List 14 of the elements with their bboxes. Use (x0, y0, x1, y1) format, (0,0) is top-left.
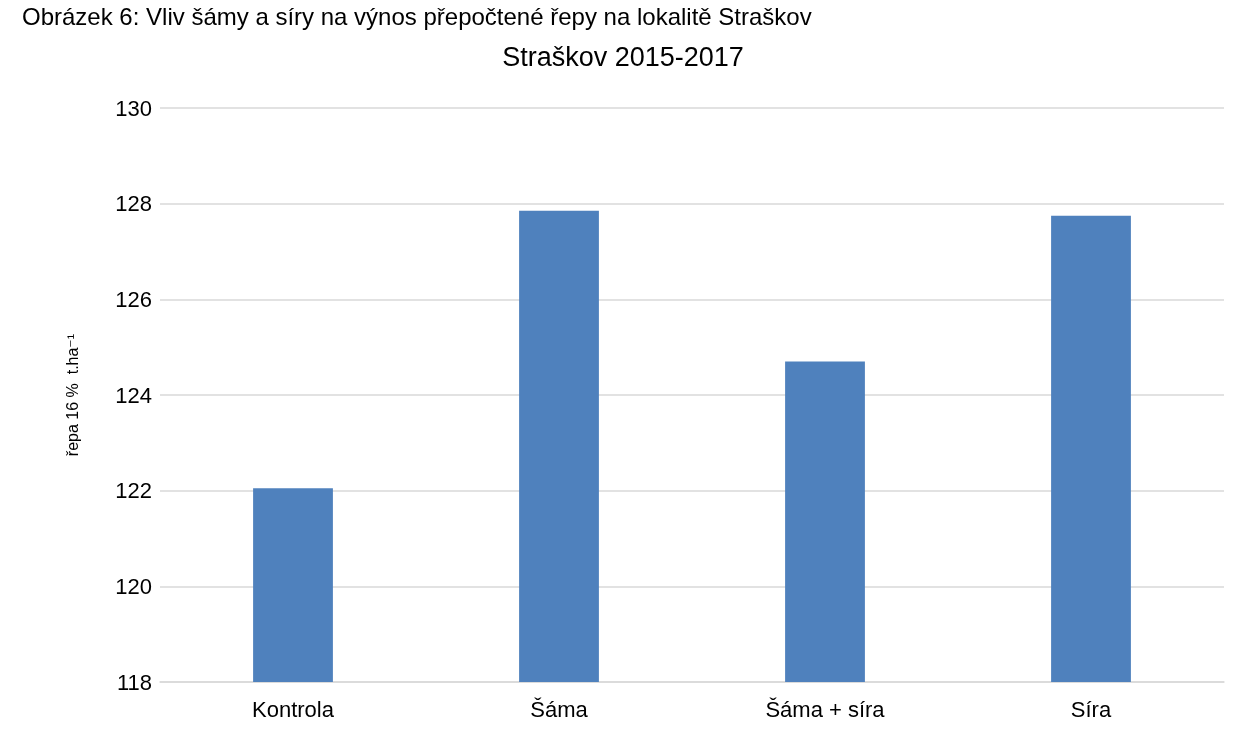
y-tick-label: 120 (115, 573, 152, 599)
y-tick-label: 122 (115, 478, 152, 504)
chart-title: Straškov 2015-2017 (502, 41, 744, 72)
x-tick-label: Šáma + síra (765, 696, 886, 722)
x-tick-label: Šáma (530, 696, 589, 722)
x-tick-label: Kontrola (252, 696, 335, 722)
y-tick-label: 118 (116, 669, 152, 695)
y-tick-label: 128 (115, 191, 152, 217)
y-tick-label: 124 (115, 382, 152, 408)
y-tick-label: 126 (115, 286, 152, 312)
y-tick-label: 130 (115, 95, 152, 121)
y-axis-title: řepa 16 % t.ha⁻¹ (63, 333, 81, 457)
x-tick-label: Síra (1070, 696, 1112, 722)
text: Obrázek 6: Vliv šámy a síry na výnos přepočtené řepy na lokalitě Straškov (22, 2, 812, 30)
